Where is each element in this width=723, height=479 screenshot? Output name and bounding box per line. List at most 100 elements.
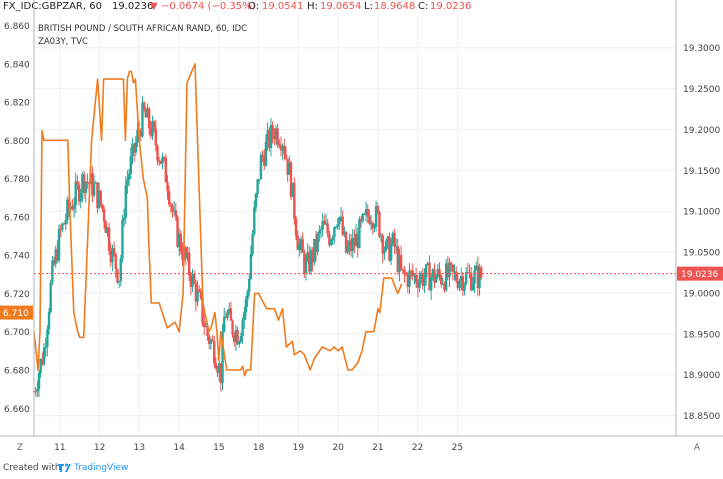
left-tick-label: 6.860: [4, 22, 30, 32]
candle: [74, 181, 77, 205]
candle: [231, 320, 234, 335]
candle: [77, 184, 81, 202]
candle: [414, 274, 418, 283]
candle: [376, 206, 379, 212]
candle: [124, 185, 127, 218]
price-chart[interactable]: BRITISH POUND / SOUTH AFRICAN RAND, 60, …: [0, 0, 723, 461]
candle: [62, 223, 66, 225]
candle: [429, 277, 433, 291]
candle: [97, 190, 101, 208]
left-tick-label: 6.660: [4, 405, 30, 415]
candle: [111, 248, 114, 263]
candle: [480, 267, 483, 278]
candle: [448, 262, 451, 278]
candle: [276, 128, 279, 145]
candle: [263, 156, 266, 166]
candle: [179, 233, 183, 252]
candle: [424, 264, 428, 278]
candle: [348, 240, 351, 247]
candle: [224, 316, 228, 318]
open-label: O:: [248, 1, 260, 12]
candle: [381, 235, 384, 254]
candle: [399, 254, 403, 270]
candle: [273, 135, 276, 140]
candle: [167, 191, 171, 205]
candle: [283, 145, 286, 155]
candle: [107, 227, 111, 251]
candle: [91, 172, 94, 196]
candle: [443, 283, 446, 291]
candle: [416, 282, 420, 289]
left-tick-label: 6.760: [4, 213, 30, 223]
candle: [403, 269, 406, 275]
candle: [374, 206, 378, 227]
candle: [141, 102, 144, 137]
candle: [109, 250, 112, 263]
candle: [112, 248, 116, 254]
candle: [351, 238, 354, 252]
time-axis[interactable]: 11 12 13 14 15 18 19 20 21 22 25 Z A: [0, 435, 723, 456]
candle: [156, 145, 159, 161]
right-tick-label: 19.0000: [683, 289, 720, 299]
candle: [434, 276, 438, 283]
candle: [82, 174, 86, 193]
candle: [369, 222, 373, 224]
candle: [199, 291, 203, 298]
high-value: 19.0654: [320, 1, 362, 12]
right-tick-label: 18.9500: [683, 330, 720, 340]
left-yield-axis[interactable]: 6.860 6.840 6.820 6.800 6.780 6.760 6.740 6.720…: [0, 0, 35, 436]
candle: [234, 329, 238, 342]
candle: [146, 108, 149, 118]
candle: [404, 274, 408, 276]
low-value: 18.9648: [374, 1, 416, 12]
candle: [248, 278, 251, 292]
last-price-tag: [677, 266, 723, 281]
overlay-last-tag-label: 6.710: [3, 309, 29, 319]
candle: [251, 234, 254, 255]
candle: [346, 246, 349, 253]
candle: [441, 283, 445, 285]
candle: [233, 334, 236, 342]
x-tick-label: 14: [173, 443, 185, 453]
candle: [184, 247, 188, 259]
chart-header: FX_IDC:GBPZAR, 60 19.0236 ▼ −0.0674 (−0.…: [0, 0, 723, 15]
left-tick-label: 6.800: [4, 137, 30, 147]
candle: [244, 299, 248, 313]
candle: [194, 283, 198, 302]
tradingview-brand: TradingView: [74, 463, 129, 473]
left-tick-label: 6.720: [4, 290, 30, 300]
candle: [49, 282, 52, 313]
candle: [162, 157, 166, 159]
candle: [119, 258, 122, 282]
gbpzar-candles: [32, 96, 483, 398]
timezone-label: Z: [17, 443, 23, 453]
candle: [401, 269, 404, 271]
low-label: L:: [364, 1, 373, 12]
x-tick-label: 18: [253, 443, 265, 453]
overlay-last-tag: [0, 305, 33, 320]
candle: [44, 346, 47, 348]
candle: [249, 254, 253, 279]
x-tick-label: 25: [452, 443, 463, 453]
candle: [121, 220, 124, 259]
candle: [413, 274, 416, 277]
right-price-axis[interactable]: 19.3000 19.2500 19.2000 19.1500 19.1000 19.05…: [675, 0, 723, 436]
candle: [236, 329, 239, 345]
candle: [176, 217, 179, 247]
high-label: H:: [307, 1, 318, 12]
candle: [339, 216, 343, 218]
candle: [174, 210, 178, 218]
candle: [274, 128, 278, 140]
candle: [286, 158, 289, 175]
candle: [208, 336, 211, 344]
candle: [117, 281, 121, 283]
candle: [324, 223, 328, 225]
candle: [166, 182, 169, 192]
candle: [364, 209, 368, 214]
right-tick-label: 19.3000: [683, 44, 720, 54]
candle: [393, 232, 396, 247]
candle: [66, 199, 69, 221]
candle: [253, 207, 256, 235]
candle: [186, 252, 189, 259]
candle: [359, 218, 363, 222]
